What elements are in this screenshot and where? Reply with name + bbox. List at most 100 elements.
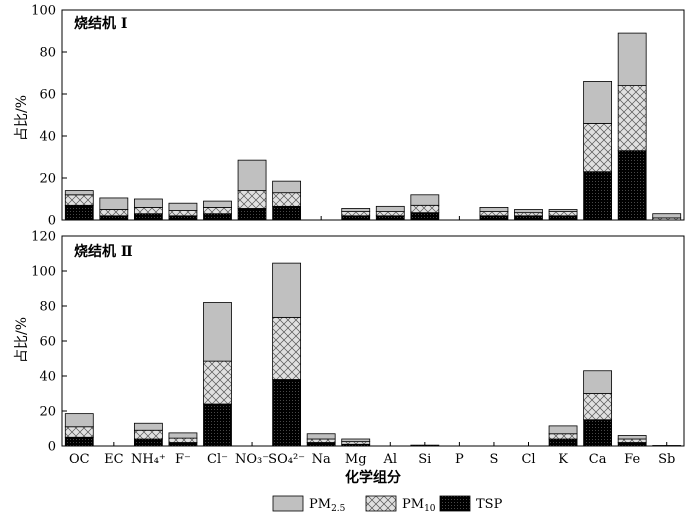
bar-pm10 xyxy=(548,433,578,440)
x-tick-label: F⁻ xyxy=(175,452,191,467)
legend-label-pm10: PM10 xyxy=(402,497,436,514)
legend-swatch-pm10 xyxy=(365,495,397,512)
bar-pm25 xyxy=(410,194,440,206)
y-tick-label: 0 xyxy=(48,214,56,229)
bar-pm25 xyxy=(341,438,371,443)
bar-pm10 xyxy=(375,211,405,217)
bar-pm10 xyxy=(133,206,163,215)
bar-pm10 xyxy=(306,438,336,443)
x-tick-label: NO₃⁻ xyxy=(235,452,269,467)
bar-tsp xyxy=(272,379,302,447)
bar-pm25 xyxy=(203,200,232,208)
bar-pm25 xyxy=(64,190,94,196)
bar-tsp xyxy=(133,438,163,447)
x-tick-label: Mg xyxy=(345,452,367,467)
y-tick-label: 80 xyxy=(39,46,56,61)
x-tick-label: Sb xyxy=(658,452,675,467)
bar-pm10 xyxy=(168,210,198,217)
bar-pm10 xyxy=(99,209,129,217)
bar-tsp xyxy=(583,419,613,447)
bar-pm25 xyxy=(99,197,129,210)
bar-pm25 xyxy=(617,32,647,86)
x-tick-label: EC xyxy=(104,452,123,467)
x-axis-category-labels: OC EC NH₄⁺ F⁻ Cl⁻ NO₃⁻ SO₄²⁻ Na Mg Al Si P S Cl K Ca Fe S… xyxy=(69,452,675,467)
x-tick-label: Fe xyxy=(624,452,640,467)
x-tick-label: Ca xyxy=(589,452,607,467)
bar-tsp xyxy=(410,444,440,447)
y-tick-label: 20 xyxy=(39,405,56,420)
y-tick-label: 100 xyxy=(31,4,56,19)
bar-pm10 xyxy=(133,429,163,440)
bar-tsp xyxy=(341,215,371,221)
bar-tsp xyxy=(64,436,94,447)
bar-tsp xyxy=(548,215,578,221)
bar-pm10 xyxy=(341,211,371,217)
bar-pm25 xyxy=(133,198,163,208)
bar-tsp xyxy=(375,215,405,221)
legend-swatch-tsp xyxy=(439,495,471,512)
bar-pm10 xyxy=(548,211,578,217)
y-tick-label: 60 xyxy=(39,88,56,103)
bar-pm10 xyxy=(583,393,613,421)
bar-pm10 xyxy=(64,426,94,438)
legend-label-pm25: PM2.5 xyxy=(309,497,346,514)
y-tick-label: 120 xyxy=(31,230,56,245)
bar-pm25 xyxy=(375,205,405,213)
bar-tsp xyxy=(410,212,440,221)
panel-sinter-2: 0 20 40 60 80 100 120 xyxy=(31,230,685,455)
legend: PM2.5 PM10 TSP xyxy=(272,495,503,514)
bar-pm25 xyxy=(306,433,336,440)
y-tick-label: 0 xyxy=(48,440,56,455)
bar-pm10 xyxy=(237,190,267,209)
bar-pm25 xyxy=(583,81,613,124)
y-tick-label: 60 xyxy=(39,335,56,350)
bar-tsp xyxy=(203,213,232,221)
bar-tsp xyxy=(617,442,647,447)
bar-tsp xyxy=(548,438,578,447)
bar-pm10 xyxy=(272,316,302,380)
bar-pm10 xyxy=(64,194,94,206)
bar-tsp xyxy=(514,215,543,221)
bar-pm25 xyxy=(168,432,198,439)
bar-tsp xyxy=(203,403,232,447)
bar-pm10 xyxy=(617,85,647,152)
bar-pm25 xyxy=(237,159,267,191)
bar-pm25 xyxy=(341,208,371,212)
bar-pm10 xyxy=(168,437,198,443)
bar-pm10 xyxy=(479,211,509,217)
x-tick-label: Cl xyxy=(521,452,535,467)
bar-tsp xyxy=(306,442,336,447)
bar-pm25 xyxy=(583,370,613,394)
bar-pm10 xyxy=(410,204,440,214)
x-tick-label: Si xyxy=(418,452,431,467)
y-tick-label: 80 xyxy=(39,300,56,315)
x-tick-label: Al xyxy=(383,452,398,467)
y-axis-label-bottom: 占比/% xyxy=(14,317,30,363)
panel-title-2: 烧结机 Ⅱ xyxy=(74,243,133,260)
bar-tsp xyxy=(237,208,267,221)
bar-pm10 xyxy=(617,438,647,443)
bar-tsp xyxy=(99,215,129,221)
x-axis-label: 化学组分 xyxy=(345,469,401,486)
bar-pm10 xyxy=(583,123,613,173)
bar-pm10 xyxy=(203,206,232,215)
legend-label-tsp: TSP xyxy=(476,497,503,512)
bar-pm25 xyxy=(548,209,578,212)
y-tick-label: 100 xyxy=(31,265,56,280)
x-tick-label: K xyxy=(558,452,568,467)
bar-tsp xyxy=(479,215,509,221)
bar-pm25 xyxy=(64,413,94,428)
bar-pm25 xyxy=(514,209,543,214)
bar-pm10 xyxy=(514,212,543,217)
bar-tsp xyxy=(168,442,198,447)
x-tick-label: P xyxy=(455,452,464,467)
y-tick-label: 40 xyxy=(39,130,56,145)
bar-pm25 xyxy=(617,435,647,440)
bar-pm25 xyxy=(272,262,302,318)
legend-swatch-pm25 xyxy=(272,495,304,512)
x-tick-label: NH₄⁺ xyxy=(131,452,166,467)
bar-pm25 xyxy=(272,180,302,194)
x-tick-label: Na xyxy=(312,452,331,467)
